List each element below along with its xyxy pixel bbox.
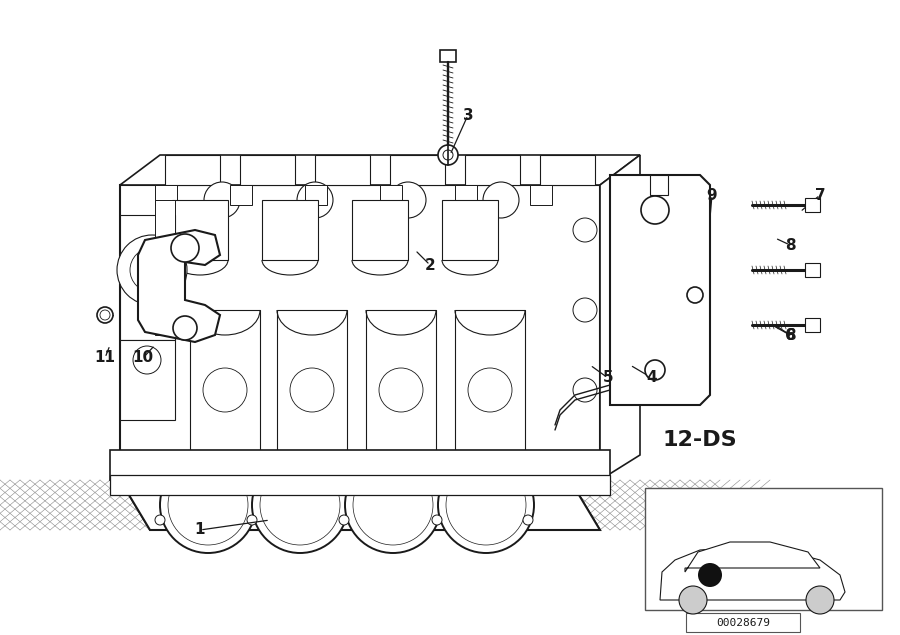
Circle shape [679, 586, 707, 614]
FancyBboxPatch shape [645, 488, 882, 610]
Polygon shape [455, 310, 525, 450]
Circle shape [483, 182, 519, 218]
Polygon shape [155, 185, 177, 205]
Polygon shape [366, 310, 436, 450]
Polygon shape [230, 185, 252, 205]
Circle shape [171, 234, 199, 262]
Circle shape [203, 368, 247, 412]
Text: 7: 7 [814, 187, 825, 203]
Circle shape [390, 182, 426, 218]
Polygon shape [120, 215, 175, 340]
Text: 10: 10 [132, 351, 154, 366]
Circle shape [432, 515, 442, 525]
Polygon shape [120, 340, 175, 420]
Text: 3: 3 [463, 107, 473, 123]
Circle shape [687, 287, 703, 303]
Text: 2: 2 [425, 258, 436, 272]
Circle shape [100, 310, 110, 320]
Circle shape [438, 145, 458, 165]
Polygon shape [305, 185, 327, 205]
Polygon shape [540, 155, 595, 185]
Circle shape [97, 307, 113, 323]
Circle shape [155, 485, 165, 495]
Circle shape [432, 485, 442, 495]
Polygon shape [465, 155, 520, 185]
Polygon shape [440, 50, 456, 62]
Circle shape [133, 346, 161, 374]
Text: 8: 8 [785, 237, 796, 253]
Polygon shape [120, 480, 600, 530]
Circle shape [523, 485, 533, 495]
Polygon shape [685, 542, 820, 572]
Polygon shape [530, 185, 552, 205]
Circle shape [173, 316, 197, 340]
Polygon shape [805, 263, 820, 277]
Circle shape [247, 485, 257, 495]
Text: 00028679: 00028679 [716, 617, 770, 627]
Polygon shape [660, 548, 845, 600]
Circle shape [641, 196, 669, 224]
Circle shape [573, 218, 597, 242]
Circle shape [247, 515, 257, 525]
Circle shape [645, 360, 665, 380]
Circle shape [443, 150, 453, 160]
Circle shape [573, 378, 597, 402]
Circle shape [339, 515, 349, 525]
Text: 8: 8 [785, 328, 796, 342]
Polygon shape [138, 230, 220, 342]
Polygon shape [380, 185, 402, 205]
Polygon shape [155, 200, 175, 335]
Circle shape [155, 515, 165, 525]
Polygon shape [805, 318, 820, 332]
Polygon shape [315, 155, 370, 185]
Circle shape [204, 182, 240, 218]
Circle shape [353, 465, 433, 545]
Circle shape [345, 457, 441, 553]
Text: 6: 6 [785, 328, 796, 342]
Polygon shape [172, 200, 228, 260]
Polygon shape [650, 175, 668, 195]
Polygon shape [120, 185, 600, 480]
Text: 5: 5 [603, 370, 613, 385]
Circle shape [130, 248, 174, 292]
Circle shape [297, 182, 333, 218]
Text: 11: 11 [94, 351, 115, 366]
Polygon shape [262, 200, 318, 260]
Circle shape [468, 368, 512, 412]
Text: 12-DS: 12-DS [662, 430, 737, 450]
Polygon shape [120, 155, 640, 185]
FancyBboxPatch shape [686, 613, 800, 632]
Circle shape [168, 465, 248, 545]
Polygon shape [240, 155, 295, 185]
Circle shape [260, 465, 340, 545]
Polygon shape [600, 155, 640, 480]
Circle shape [698, 563, 722, 587]
Circle shape [339, 485, 349, 495]
Circle shape [573, 298, 597, 322]
Polygon shape [110, 475, 610, 495]
Circle shape [379, 368, 423, 412]
Polygon shape [165, 155, 220, 185]
Text: 9: 9 [706, 187, 717, 203]
Circle shape [806, 586, 834, 614]
Circle shape [252, 457, 348, 553]
Circle shape [117, 235, 187, 305]
Circle shape [446, 465, 526, 545]
Polygon shape [610, 175, 710, 405]
Polygon shape [352, 200, 408, 260]
Circle shape [438, 457, 534, 553]
Polygon shape [455, 185, 477, 205]
Polygon shape [277, 310, 347, 450]
Polygon shape [110, 450, 610, 480]
Circle shape [290, 368, 334, 412]
Circle shape [523, 515, 533, 525]
Polygon shape [190, 310, 260, 450]
Text: 4: 4 [647, 370, 657, 385]
Polygon shape [120, 480, 600, 530]
Polygon shape [805, 198, 820, 212]
Circle shape [160, 457, 256, 553]
Polygon shape [442, 200, 498, 260]
Text: 1: 1 [194, 523, 205, 537]
Polygon shape [390, 155, 445, 185]
